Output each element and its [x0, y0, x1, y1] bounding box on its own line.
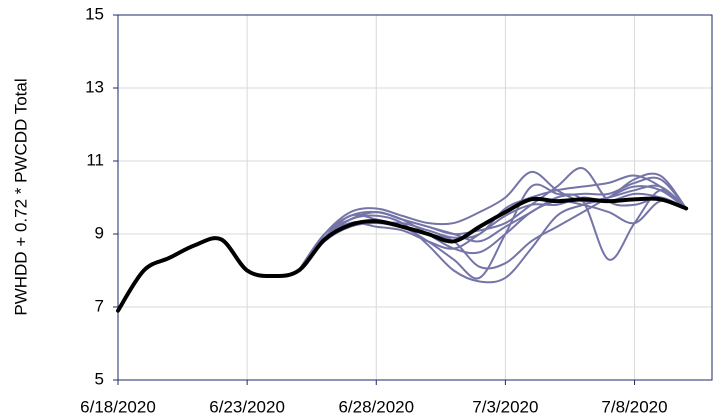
y-axis-label: PWHDD + 0.72 * PWCDD Total [11, 78, 30, 315]
y-tick-label: 15 [85, 4, 104, 23]
series-line [297, 183, 688, 280]
series-line [297, 167, 688, 272]
x-tick-label: 6/23/2020 [209, 397, 285, 416]
series-line [116, 196, 689, 313]
x-tick-label: 6/28/2020 [338, 397, 414, 416]
y-tick-label: 9 [95, 223, 104, 242]
x-tick-label: 6/18/2020 [80, 397, 156, 416]
y-tick-label: 11 [86, 150, 104, 169]
x-tick-label: 7/8/2020 [601, 397, 667, 416]
y-tick-label: 7 [95, 296, 104, 315]
series-line [297, 170, 688, 272]
plot-frame [117, 14, 713, 381]
series-line [297, 199, 688, 272]
x-tick-label: 7/3/2020 [472, 397, 538, 416]
y-tick-label: 5 [95, 369, 104, 388]
y-tick-label: 13 [85, 77, 104, 96]
